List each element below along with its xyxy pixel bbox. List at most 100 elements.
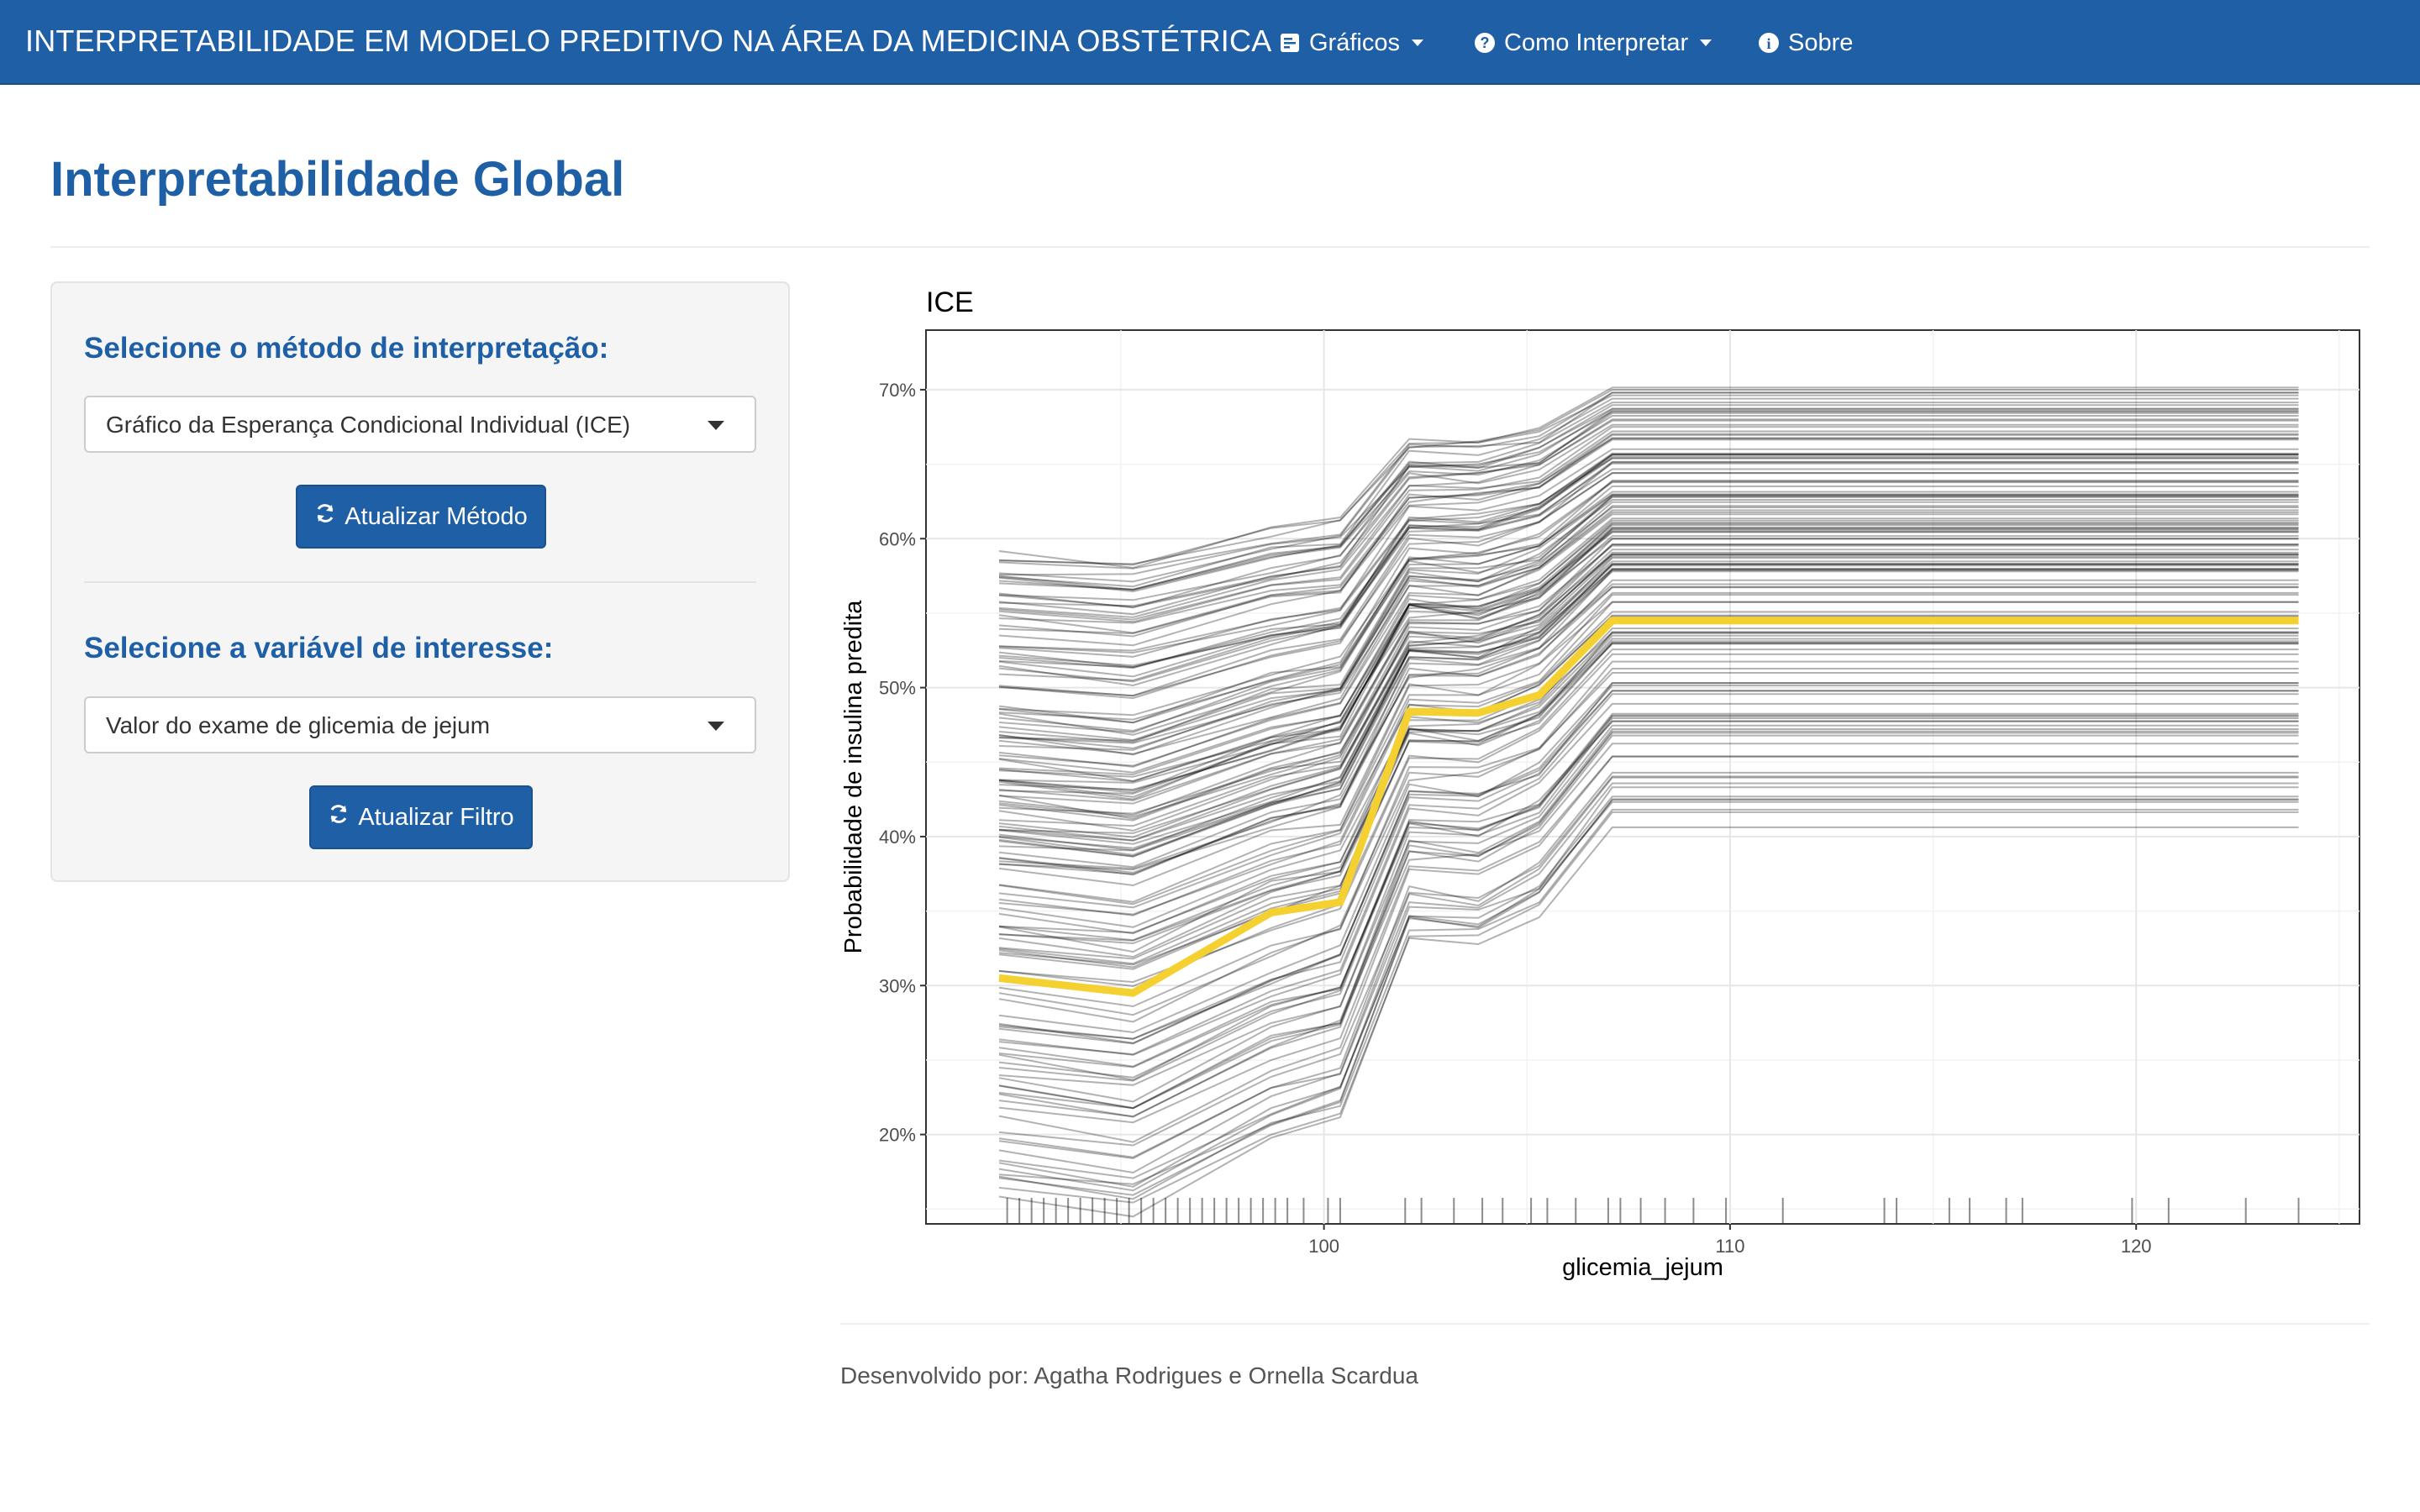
- ice-line: [998, 438, 2299, 634]
- rug: [1006, 1198, 2300, 1223]
- ice-line: [998, 410, 2299, 607]
- ice-line: [998, 527, 2299, 795]
- ice-lines: [998, 386, 2299, 1218]
- footer-text: Desenvolvido por: Agatha Rodrigues e Orn…: [840, 1362, 1418, 1389]
- ice-line: [998, 631, 2299, 934]
- ice-line: [998, 642, 2299, 960]
- y-tick-label: 30%: [879, 975, 916, 996]
- ice-line: [998, 505, 2299, 744]
- ice-line: [998, 640, 2299, 966]
- ice-line: [998, 585, 2299, 869]
- ice-line: [998, 798, 2299, 1196]
- ice-line: [998, 682, 2299, 1034]
- ice-line: [998, 549, 2299, 834]
- ice-line: [998, 720, 2299, 1068]
- ice-line: [998, 569, 2299, 856]
- ice-line: [998, 460, 2299, 687]
- ice-line: [998, 631, 2299, 965]
- ice-line: [998, 531, 2299, 782]
- ice-line: [998, 480, 2299, 721]
- ice-line: [998, 734, 2299, 1118]
- ice-line: [998, 438, 2299, 624]
- ice-line: [998, 513, 2299, 767]
- nav-menu-como-interpretar[interactable]: ? Como Interpretar: [1474, 28, 1712, 58]
- ice-line: [998, 415, 2299, 591]
- ice-line: [998, 555, 2299, 827]
- nav-menu-graficos[interactable]: Gráficos: [1279, 28, 1423, 58]
- ice-line: [998, 472, 2299, 697]
- ice-line: [998, 611, 2299, 909]
- ice-line: [998, 522, 2299, 778]
- ice-line: [998, 433, 2299, 638]
- ice-line: [998, 486, 2299, 724]
- y-axis-label: Probabilidade de insulina predita: [840, 600, 867, 954]
- highlight-line: [998, 617, 2299, 997]
- ice-line: [998, 522, 2299, 783]
- ice-line: [998, 418, 2299, 608]
- ice-line: [998, 454, 2299, 652]
- ice-line: [998, 517, 2299, 774]
- ice-line: [998, 601, 2299, 916]
- ice-line: [998, 394, 2299, 566]
- ice-line: [998, 755, 2299, 1143]
- ice-line: [998, 452, 2299, 669]
- nav-menu-label: Como Interpretar: [1504, 29, 1689, 56]
- ice-line: [998, 501, 2299, 751]
- ice-line: [998, 526, 2299, 776]
- ice-line: [998, 391, 2299, 583]
- update-method-button[interactable]: Atualizar Método: [296, 485, 546, 549]
- ice-line: [998, 569, 2299, 869]
- nav-menu-label: Gráficos: [1309, 29, 1400, 56]
- variable-select[interactable]: Valor do exame de glicemia de jejum: [84, 696, 756, 753]
- ice-line: [998, 496, 2299, 743]
- x-tick-label: 110: [1715, 1236, 1744, 1257]
- divider: [84, 581, 756, 583]
- ice-line: [998, 554, 2299, 842]
- ice-line: [998, 801, 2299, 1185]
- y-tick-label: 60%: [879, 528, 916, 549]
- ice-line: [998, 430, 2299, 618]
- ice-line: [998, 715, 2299, 1079]
- ice-line: [998, 601, 2299, 887]
- x-tick-label: 100: [1308, 1236, 1339, 1257]
- ice-line: [998, 462, 2299, 669]
- ice-line: [998, 481, 2299, 717]
- ice-line: [998, 682, 2299, 1040]
- ice-line: [998, 391, 2299, 570]
- ice-line: [998, 776, 2299, 1174]
- ice-line: [998, 627, 2299, 942]
- ice-line: [998, 519, 2299, 784]
- ice-line: [998, 551, 2299, 822]
- y-tick-label: 40%: [879, 827, 916, 848]
- ice-line: [998, 437, 2299, 647]
- ice-line: [998, 685, 2299, 1044]
- ice-line: [998, 594, 2299, 906]
- sidebar-panel: Selecione o método de interpretação: Grá…: [50, 281, 790, 882]
- ice-line: [998, 811, 2299, 1218]
- method-select[interactable]: Gráfico da Esperança Condicional Individ…: [84, 396, 756, 453]
- svg-text:?: ?: [1481, 34, 1490, 51]
- axis-ticks: 100 110 120 20% 30% 40% 50% 60% 70%: [879, 380, 2152, 1257]
- ice-line: [998, 724, 2299, 1103]
- chart-icon: [1279, 32, 1301, 54]
- ice-line: [998, 543, 2299, 832]
- ice-line: [998, 535, 2299, 794]
- refresh-icon: [328, 803, 350, 832]
- ice-line: [998, 563, 2299, 838]
- ice-line: [998, 412, 2299, 616]
- ice-line: [998, 472, 2299, 700]
- ice-line: [998, 543, 2299, 805]
- app-title[interactable]: INTERPRETABILIDADE EM MODELO PREDITIVO N…: [25, 24, 1272, 58]
- refresh-icon: [314, 502, 336, 531]
- ice-line: [998, 557, 2299, 845]
- chevron-down-icon: [1700, 39, 1712, 46]
- chevron-down-icon: [1411, 39, 1423, 46]
- nav-menu-label: Sobre: [1788, 29, 1854, 56]
- nav-menu-sobre[interactable]: i Sobre: [1758, 28, 1853, 58]
- ice-line: [998, 402, 2299, 591]
- ice-line: [998, 638, 2299, 958]
- update-filter-button[interactable]: Atualizar Filtro: [309, 785, 533, 849]
- page-title: Interpretabilidade Global: [50, 152, 625, 207]
- ice-line: [998, 553, 2299, 815]
- caret-down-icon: [708, 421, 724, 430]
